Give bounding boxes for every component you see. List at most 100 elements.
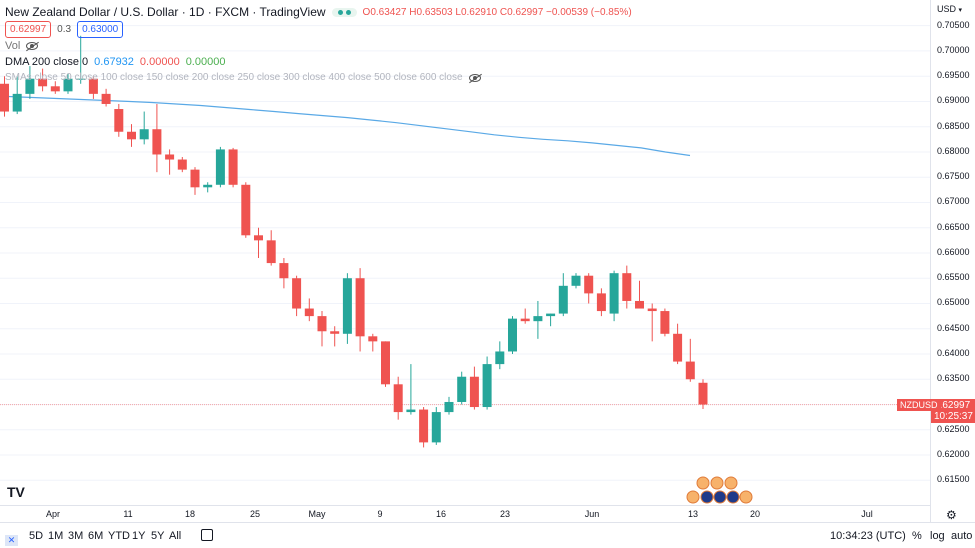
ask-price-button[interactable]: 0.63000 <box>77 21 124 38</box>
us-flag-icon <box>696 476 710 490</box>
candle <box>419 407 429 448</box>
market-status-icon[interactable] <box>331 7 357 17</box>
candle-body <box>444 401 454 413</box>
candle-body <box>508 318 517 352</box>
time-tick-label: 25 <box>249 509 261 519</box>
time-tick-label: 11 <box>123 509 133 519</box>
hidden-eye-icon[interactable] <box>26 42 39 50</box>
candle <box>647 303 657 342</box>
candle-body <box>635 300 644 309</box>
last-price-label: 0.62997 <box>934 399 971 411</box>
chart-pane[interactable]: New Zealand Dollar / U.S. Dollar · 1D · … <box>0 0 930 522</box>
price-tick-label: 0.69000 <box>937 95 970 106</box>
candle-body <box>12 93 22 112</box>
candle <box>139 111 149 145</box>
candle-body <box>88 78 98 94</box>
range-button-all[interactable]: All <box>169 530 182 542</box>
chart-legend: New Zealand Dollar / U.S. Dollar · 1D · … <box>5 5 632 19</box>
candle-body <box>50 86 60 92</box>
range-button-6m[interactable]: 6M <box>88 530 104 542</box>
ohlc-values: O0.63427 H0.63503 L0.62910 C0.62997 −0.0… <box>362 6 632 18</box>
candle <box>444 396 454 415</box>
price-tick-label: 0.62000 <box>937 449 970 459</box>
price-tick-label: 0.61500 <box>937 474 970 485</box>
candle-body <box>596 293 606 312</box>
candle <box>520 308 530 324</box>
candle <box>482 356 492 410</box>
candle <box>50 81 60 94</box>
range-button-ytd[interactable]: YTD <box>108 530 130 542</box>
volume-legend[interactable]: Vol <box>5 40 39 52</box>
candle-body <box>304 308 314 317</box>
economic-events[interactable] <box>686 476 754 504</box>
price-tick-label: 0.64000 <box>937 347 970 358</box>
candle-body <box>63 78 73 92</box>
candle <box>381 341 390 387</box>
candle <box>393 376 403 420</box>
calendar-icon[interactable] <box>201 529 213 541</box>
percent-toggle[interactable]: % <box>912 530 922 542</box>
price-tick-label: 0.67000 <box>937 196 970 207</box>
bottom-toolbar: 5D 1M 3M 6M YTD 1Y 5Y All 10:34:23 (UTC) % log … <box>0 522 975 548</box>
candle <box>215 146 225 188</box>
hidden-eye-icon[interactable] <box>468 73 481 82</box>
range-button-3m[interactable]: 3M <box>68 530 84 542</box>
dma-legend[interactable]: DMA 200 close 0 0.67932 0.00000 0.00000 <box>5 56 225 68</box>
us-flag-icon <box>724 476 738 490</box>
auto-toggle[interactable]: auto <box>951 530 973 542</box>
price-tick-label: 0.70500 <box>937 19 970 30</box>
candle-body <box>406 409 416 413</box>
price-tick-label: 0.65500 <box>937 272 970 283</box>
candle <box>304 298 314 322</box>
range-button-1m[interactable]: 1M <box>48 530 64 542</box>
candle <box>660 308 670 337</box>
range-button-1y[interactable]: 1Y <box>132 530 146 542</box>
candle-body <box>660 311 670 334</box>
candle <box>152 103 162 173</box>
symbol-badge: NZDUSD <box>897 398 941 411</box>
sma-label: SMAs close 50 close 100 close 150 close … <box>5 72 463 83</box>
candle-body <box>215 149 225 185</box>
candle <box>101 88 111 107</box>
candle-body <box>266 240 276 264</box>
candle <box>469 366 479 410</box>
candle <box>698 379 708 410</box>
us-flag-icon <box>686 490 700 504</box>
candle <box>533 300 543 339</box>
price-tick-label: 0.68500 <box>937 120 970 131</box>
settings-gear-icon[interactable]: ⚙ <box>946 508 957 522</box>
candle-body <box>584 275 594 294</box>
candle <box>25 66 35 99</box>
bid-price-button[interactable]: 0.62997 <box>5 21 52 38</box>
candle <box>177 157 187 173</box>
log-toggle[interactable]: log <box>930 530 945 542</box>
time-tick-label: 16 <box>435 509 447 519</box>
candle-body <box>330 331 340 334</box>
price-axis[interactable]: USD ▾ 0.70500 0.70000 0.69500 0.69000 0.6850… <box>930 0 975 522</box>
candle <box>431 407 441 445</box>
utc-clock[interactable]: 10:34:23 (UTC) <box>830 530 906 542</box>
range-button-5y[interactable]: 5Y <box>151 530 165 542</box>
candle-body <box>165 154 175 160</box>
candle-body <box>177 159 187 170</box>
range-button-5d[interactable]: 5D <box>29 530 44 542</box>
close-replay-icon[interactable]: ✕ <box>5 535 18 546</box>
candle <box>457 371 467 405</box>
candle-body <box>381 341 390 385</box>
candle-body <box>482 364 492 408</box>
candle <box>12 76 22 115</box>
candlestick-chart[interactable] <box>0 0 930 505</box>
candle <box>317 311 327 347</box>
time-tick-label: 23 <box>499 509 511 519</box>
candle-body <box>431 412 441 443</box>
candle-body <box>114 109 124 132</box>
candle-body <box>76 78 86 80</box>
tradingview-logo[interactable]: TV <box>7 484 25 500</box>
us-flag-icon <box>739 490 753 504</box>
sma-legend[interactable]: SMAs close 50 close 100 close 150 close … <box>5 72 481 83</box>
time-axis[interactable]: Apr 11 18 25 May 9 16 23 Jun 13 20 Jul <box>0 505 930 522</box>
us-flag-icon <box>710 476 724 490</box>
currency-selector[interactable]: USD ▾ <box>937 4 962 14</box>
time-tick-label: 13 <box>687 509 699 519</box>
candle <box>673 323 683 365</box>
